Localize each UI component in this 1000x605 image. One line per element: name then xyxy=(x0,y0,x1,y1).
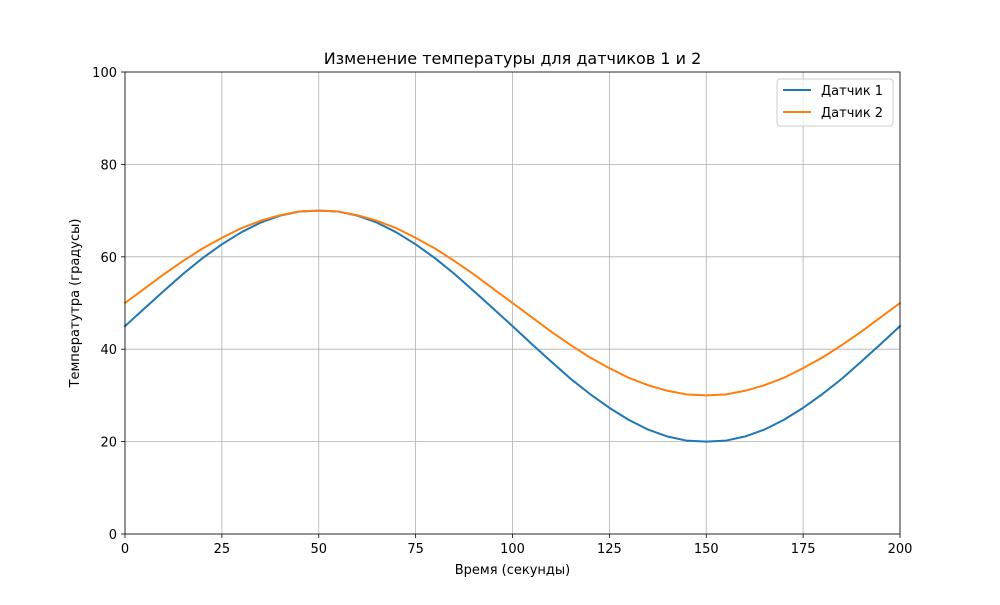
x-tick-label: 25 xyxy=(214,542,231,557)
x-tick-label: 0 xyxy=(121,542,129,557)
y-tick-label: 60 xyxy=(100,251,117,266)
x-tick-label: 75 xyxy=(407,542,424,557)
axis-ticks: 0 25 50 75 100 125 150 175 200 0 20 40 60 80 100 xyxy=(92,66,912,557)
y-tick-label: 20 xyxy=(100,436,117,451)
legend: Датчик 1 Датчик 2 xyxy=(776,78,894,127)
legend-label-sensor-2: Датчик 2 xyxy=(821,106,883,121)
x-tick-label: 150 xyxy=(694,542,719,557)
legend-label-sensor-1: Датчик 1 xyxy=(821,84,883,99)
y-tick-label: 100 xyxy=(92,66,117,81)
x-tick-label: 200 xyxy=(888,542,913,557)
x-tick-label: 175 xyxy=(791,542,816,557)
series-line-sensor-2 xyxy=(123,209,902,397)
y-tick-label: 80 xyxy=(100,158,117,173)
series-lines xyxy=(123,209,902,443)
x-tick-label: 125 xyxy=(597,542,622,557)
x-axis-label: Время (секунды) xyxy=(455,563,571,578)
series-line-sensor-1 xyxy=(123,209,902,443)
y-tick-label: 0 xyxy=(109,528,117,543)
y-tick-label: 40 xyxy=(100,343,117,358)
y-axis-label: Температутра (градусы) xyxy=(68,219,83,389)
chart-title: Изменение температуры для датчиков 1 и 2 xyxy=(324,49,702,68)
x-tick-label: 100 xyxy=(500,542,525,557)
x-tick-label: 50 xyxy=(310,542,327,557)
